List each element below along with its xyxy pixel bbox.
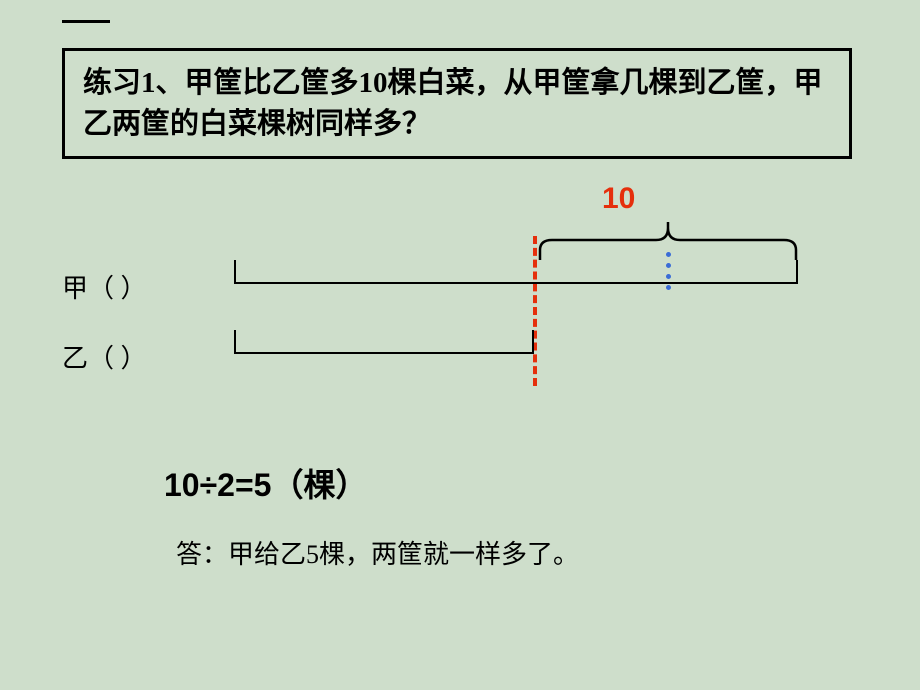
label-yi: 乙（ ） bbox=[62, 338, 147, 375]
question-box: 练习1、甲筐比乙筐多10棵白菜，从甲筐拿几棵到乙筐，甲乙两筐的白菜棵树同样多？ bbox=[62, 48, 852, 159]
bar-jia bbox=[234, 260, 798, 284]
equation-unit: （棵） bbox=[271, 467, 367, 503]
brace-label: 10 bbox=[602, 182, 635, 216]
bar-yi bbox=[234, 330, 534, 354]
diagram-area: 10 甲（ ） 乙（ ） bbox=[62, 200, 852, 460]
equation-expr: 10÷2=5 bbox=[164, 467, 271, 503]
answer-text: 答：甲给乙5棵，两筐就一样多了。 bbox=[176, 534, 579, 571]
red-dashed-line bbox=[533, 236, 537, 386]
equation: 10÷2=5（棵） bbox=[164, 460, 367, 506]
label-jia: 甲（ ） bbox=[62, 268, 147, 305]
decorative-line bbox=[62, 20, 110, 23]
question-text: 练习1、甲筐比乙筐多10棵白菜，从甲筐拿几棵到乙筐，甲乙两筐的白菜棵树同样多？ bbox=[83, 63, 831, 144]
